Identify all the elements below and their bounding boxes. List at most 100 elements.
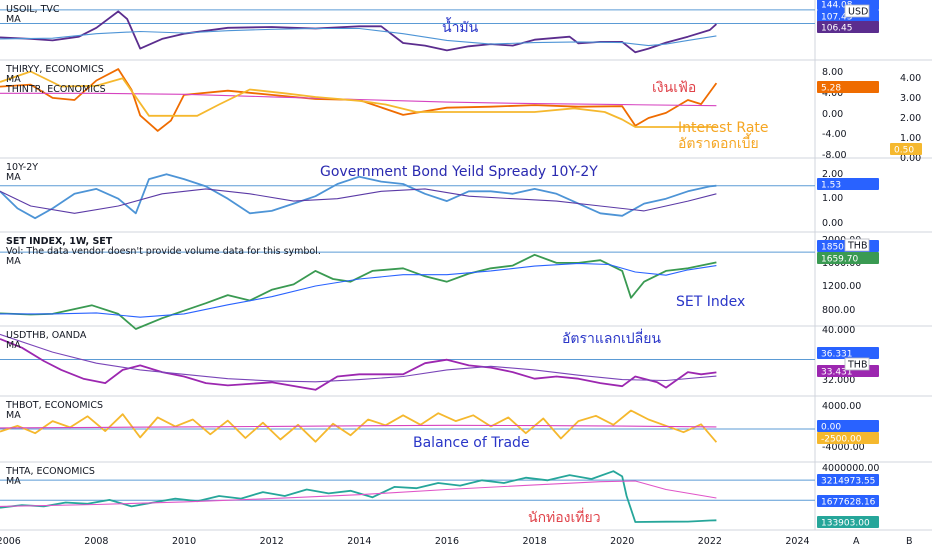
annotation-tourism: นักท่องเที่ยว (528, 508, 601, 526)
legend-setindex-2: MA (6, 256, 21, 267)
series-line-tradebalance-0 (0, 409, 718, 443)
series-line-tradebalance-1 (0, 424, 717, 429)
price-tag-label-usoil-1: 107.43 (821, 13, 853, 23)
price-tag-setindex-1: 1659.70 (817, 252, 879, 265)
time-tick-2022: 2022 (698, 536, 722, 547)
annotation-tradebalance: Balance of Trade (413, 435, 530, 451)
price-tag-tourism-0: 3214973.55 (817, 474, 879, 487)
currency-badge-usdthb: THB (844, 357, 870, 371)
secondary-tick-inflation-3: 1.00 (900, 133, 921, 144)
price-tag-usoil-2: 106.45 (817, 21, 879, 34)
time-tick-2020: 2020 (610, 536, 634, 547)
legend-tourism-0: THTA, ECONOMICS (5, 466, 95, 477)
currency-badge-usoil: USD (844, 4, 870, 18)
legend-usoil-1: MA (6, 14, 21, 25)
legend-yieldspread-1: MA (6, 172, 21, 183)
currency-badge-label-setindex: THB (847, 241, 867, 252)
price-tag-label-tourism-1: 1677628.16 (821, 498, 876, 508)
price-tag-label-usdthb-1: 33.431 (821, 368, 853, 378)
legend-tradebalance-0: THBOT, ECONOMICS (5, 400, 103, 411)
series-line-inflation-0 (0, 68, 718, 132)
price-tag-label-inflation-1: 0.50 (894, 146, 914, 156)
series-line-usoil-1 (0, 27, 717, 47)
price-tag-bg-yieldspread-0 (817, 178, 879, 190)
annotation-usdthb: อัตราแลกเปลี่ยน (562, 329, 661, 347)
price-tag-bg-inflation-0 (817, 81, 879, 93)
annotation-inflation-2: อัตราดอกเบี้ย (678, 133, 759, 152)
secondary-tick-inflation-2: 2.00 (900, 113, 921, 124)
currency-badge-bg-setindex (844, 238, 870, 252)
currency-badge-bg-usdthb (844, 357, 870, 371)
price-tag-bg-tourism-2 (817, 516, 879, 528)
price-tag-label-tourism-2: 133903.00 (821, 519, 870, 529)
legend-yieldspread-0: 10Y-2Y (6, 162, 38, 173)
price-tag-label-setindex-1: 1659.70 (821, 255, 858, 265)
currency-badge-bg-usoil (844, 4, 870, 18)
series-line-yieldspread-1 (0, 188, 717, 214)
price-tick-usdthb-1: 32.000 (822, 375, 855, 386)
price-tick-tourism-0: 4000000.00 (822, 463, 879, 474)
time-tick-2008: 2008 (84, 536, 108, 547)
annotation-yieldspread: Government Bond Yeild Spready 10Y-2Y (320, 164, 598, 180)
price-tag-label-inflation-0: 5.28 (821, 84, 841, 94)
price-tag-tradebalance-1: -2500.00 (817, 432, 879, 445)
time-tick-2010: 2010 (172, 536, 196, 547)
annotation-usoil: น้ำมัน (442, 17, 479, 36)
legend-inflation-1: MA (6, 74, 21, 85)
price-tick-inflation-3: -4.00 (822, 129, 847, 140)
currency-badge-label-usdthb: THB (847, 360, 867, 371)
price-tag-tourism-1: 1677628.16 (817, 495, 879, 508)
price-tag-bg-tradebalance-0 (817, 420, 879, 432)
currency-badge-label-usoil: USD (848, 7, 868, 18)
price-tag-tourism-2: 133903.00 (817, 516, 879, 529)
series-line-tourism-0 (0, 470, 717, 523)
legend-inflation-0: THIRYY, ECONOMICS (5, 64, 104, 75)
price-tag-bg-tradebalance-1 (817, 432, 879, 444)
price-tag-tradebalance-0: 0.00 (817, 420, 879, 433)
series-line-usdthb-1 (0, 333, 717, 383)
price-tag-label-setindex-0: 1850 (821, 243, 844, 253)
price-tick-tradebalance-0: 4000.00 (822, 401, 861, 412)
price-tag-inflation-0: 5.28 (817, 81, 879, 94)
time-tick-2018: 2018 (522, 536, 546, 547)
price-tick-setindex-3: 800.00 (822, 305, 855, 316)
price-tag-yieldspread-0: 1.53 (817, 178, 879, 191)
auto-scale-button[interactable]: A (853, 536, 860, 547)
price-tag-bg-tourism-1 (817, 495, 879, 507)
price-tick-inflation-2: 0.00 (822, 109, 843, 120)
price-tick-yieldspread-1: 1.00 (822, 193, 843, 204)
price-tag-bg-setindex-1 (817, 252, 879, 264)
legend-inflation-2: THINTR, ECONOMICS (5, 84, 106, 95)
price-tick-usdthb-0: 40.000 (822, 325, 855, 336)
time-tick-2006: 2006 (0, 536, 21, 547)
legend-tourism-1: MA (6, 476, 21, 487)
series-line-inflation-1 (0, 92, 717, 107)
price-tag-inflation-1: 0.50 (890, 143, 922, 156)
price-tag-label-tradebalance-1: -2500.00 (821, 435, 862, 445)
legend-tradebalance-1: MA (6, 410, 21, 421)
price-tick-tradebalance-2: -4000.00 (822, 442, 865, 453)
price-tag-bg-inflation-1 (890, 143, 922, 155)
series-line-tourism-1 (0, 480, 717, 507)
price-tag-label-yieldspread-0: 1.53 (821, 181, 841, 191)
series-line-inflation-2 (0, 70, 717, 128)
legend-usdthb-1: MA (6, 340, 21, 351)
annotation-inflation-1: Interest Rate (678, 120, 769, 136)
price-tag-label-usdthb-0: 36.331 (821, 350, 853, 360)
time-tick-2024: 2024 (785, 536, 809, 547)
series-line-yieldspread-0 (0, 173, 717, 220)
price-tag-bg-usdthb-0 (817, 347, 879, 359)
log-scale-button[interactable]: B (906, 536, 913, 547)
price-tick-yieldspread-2: 0.00 (822, 218, 843, 229)
currency-badge-setindex: THB (844, 238, 870, 252)
series-line-usoil-0 (0, 10, 717, 54)
secondary-tick-inflation-1: 3.00 (900, 93, 921, 104)
price-tag-label-usoil-2: 106.45 (821, 24, 853, 34)
time-tick-2014: 2014 (347, 536, 371, 547)
